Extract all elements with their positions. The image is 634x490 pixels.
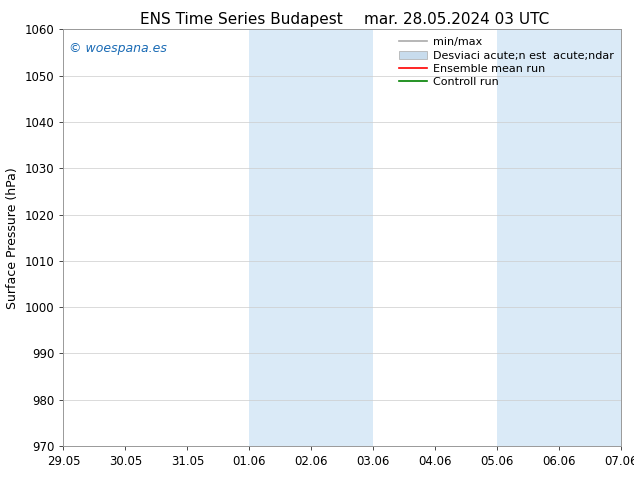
Legend: min/max, Desviaci acute;n est  acute;ndar, Ensemble mean run, Controll run: min/max, Desviaci acute;n est acute;ndar… [395,33,618,92]
Text: © woespana.es: © woespana.es [69,42,167,55]
Bar [497,29,621,446]
Bar [249,29,373,446]
Text: mar. 28.05.2024 03 UTC: mar. 28.05.2024 03 UTC [364,12,549,27]
Y-axis label: Surface Pressure (hPa): Surface Pressure (hPa) [6,167,19,309]
Text: ENS Time Series Budapest: ENS Time Series Budapest [139,12,342,27]
